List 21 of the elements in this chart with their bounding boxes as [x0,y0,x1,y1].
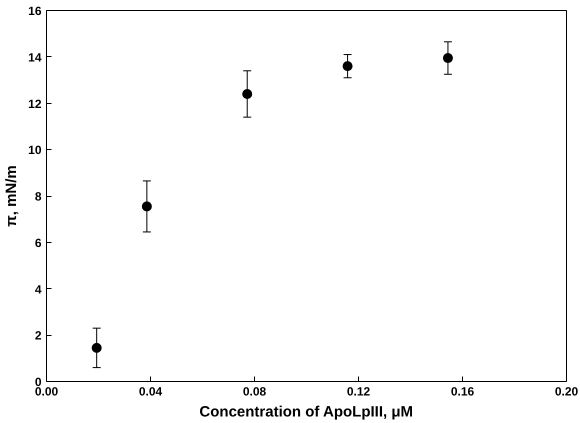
y-tick-label: 4 [34,282,42,296]
x-tick-label: 0.16 [450,384,475,398]
y-tick-label: 6 [34,236,42,250]
x-tick-label: 0.12 [346,384,371,398]
x-tick-label: 0.04 [138,384,163,398]
x-axis-title: Concentration of ApoLpIII, μM [199,404,414,420]
point [92,342,102,353]
y-tick-label: 2 [34,328,42,343]
y-tick-label: 12 [28,96,42,111]
y-tick-label: 16 [28,4,42,18]
point [142,201,152,212]
x-tick-label: 0.20 [554,384,579,398]
point [442,53,453,64]
y-tick-label: 10 [28,143,42,158]
y-tick-label: 8 [34,190,42,204]
x-tick-label: 0.00 [34,384,59,398]
y-tick-label: 14 [28,50,42,64]
point [342,61,353,72]
y-axis-title: π, mN/m [3,165,20,227]
point [242,88,252,99]
x-tick-label: 0.08 [242,384,267,398]
